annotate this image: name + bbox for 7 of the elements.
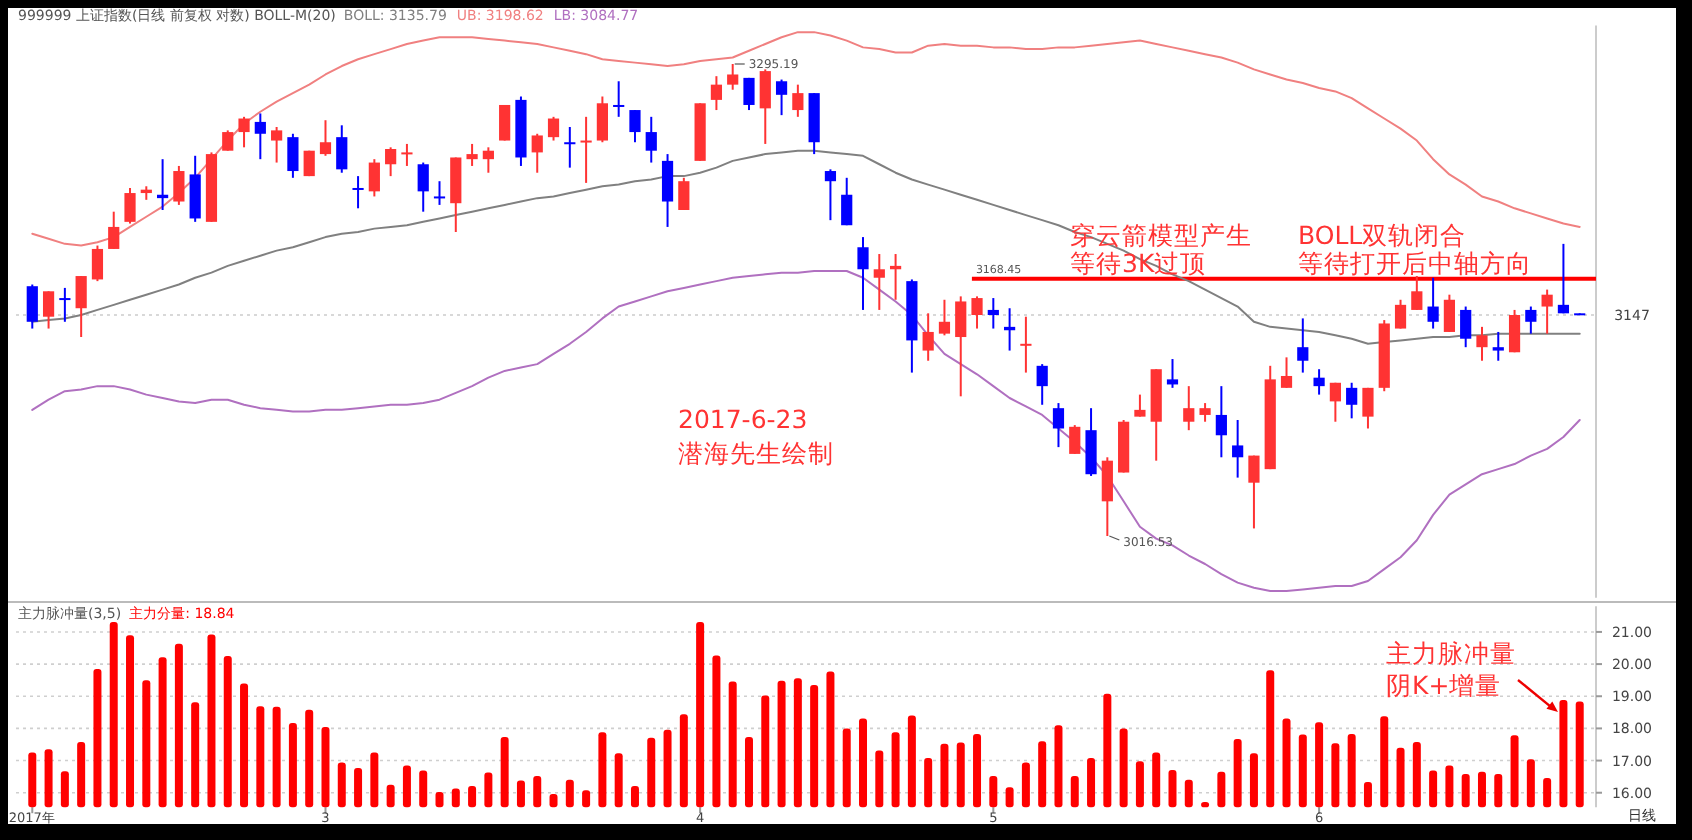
annotation: 潜海先生绘制 xyxy=(678,438,834,468)
annotation: BOLL双轨闭合 xyxy=(1298,220,1467,250)
annotation: 主力脉冲量 xyxy=(1386,638,1516,668)
annotation: 等待打开后中轴方向 xyxy=(1298,248,1532,278)
annotation: 等待3K过顶 xyxy=(1070,248,1207,278)
annotation: 阴K+增量 xyxy=(1386,670,1502,700)
annotation: 2017-6-23 xyxy=(678,404,808,434)
